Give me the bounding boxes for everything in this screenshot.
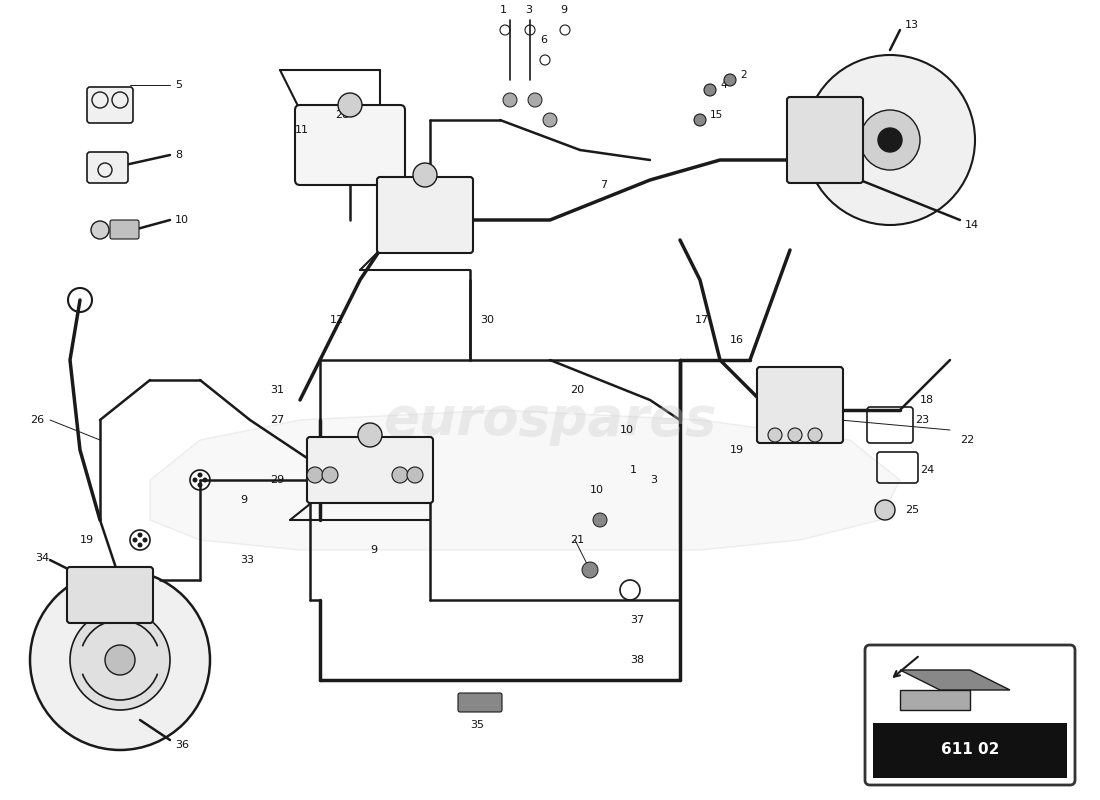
Text: 1: 1: [500, 5, 507, 15]
Text: 12: 12: [330, 315, 344, 325]
Circle shape: [91, 221, 109, 239]
Circle shape: [338, 93, 362, 117]
Circle shape: [694, 114, 706, 126]
Text: 3: 3: [525, 5, 532, 15]
Text: 15: 15: [710, 110, 724, 120]
Circle shape: [30, 570, 210, 750]
Text: 2: 2: [740, 70, 747, 80]
Text: 20: 20: [570, 385, 584, 395]
Circle shape: [860, 110, 920, 170]
Text: 5: 5: [175, 80, 182, 90]
FancyBboxPatch shape: [67, 567, 153, 623]
Text: 22: 22: [960, 435, 975, 445]
Text: 10: 10: [175, 215, 189, 225]
Circle shape: [788, 428, 802, 442]
Text: 17: 17: [695, 315, 710, 325]
Circle shape: [198, 473, 202, 478]
Circle shape: [307, 467, 323, 483]
Text: 26: 26: [30, 415, 44, 425]
Text: 4: 4: [720, 80, 727, 90]
Text: 3: 3: [650, 475, 657, 485]
Text: 10: 10: [620, 425, 634, 435]
Text: 19: 19: [730, 445, 744, 455]
Text: 35: 35: [470, 720, 484, 730]
Circle shape: [104, 645, 135, 675]
Circle shape: [132, 538, 138, 542]
Text: 33: 33: [240, 555, 254, 565]
Text: eurospares: eurospares: [383, 394, 717, 446]
Circle shape: [528, 93, 542, 107]
Text: 31: 31: [270, 385, 284, 395]
FancyBboxPatch shape: [865, 645, 1075, 785]
Circle shape: [878, 128, 902, 152]
Text: 7: 7: [600, 180, 607, 190]
Text: 10: 10: [590, 485, 604, 495]
FancyBboxPatch shape: [377, 177, 473, 253]
Circle shape: [202, 478, 208, 482]
Polygon shape: [150, 410, 900, 550]
Text: 6: 6: [540, 35, 547, 45]
Text: 36: 36: [175, 740, 189, 750]
Text: 611 02: 611 02: [940, 742, 999, 758]
Text: 28: 28: [336, 110, 350, 120]
Circle shape: [724, 74, 736, 86]
Text: 14: 14: [965, 220, 979, 230]
Circle shape: [322, 467, 338, 483]
Circle shape: [768, 428, 782, 442]
Text: 21: 21: [570, 535, 584, 545]
Text: 13: 13: [905, 20, 918, 30]
Text: 8: 8: [175, 150, 183, 160]
Text: 25: 25: [905, 505, 920, 515]
Text: 1: 1: [630, 465, 637, 475]
Circle shape: [874, 500, 895, 520]
Circle shape: [593, 513, 607, 527]
Text: 37: 37: [630, 615, 645, 625]
Text: 9: 9: [560, 5, 568, 15]
Text: 18: 18: [920, 395, 934, 405]
Circle shape: [805, 55, 975, 225]
Circle shape: [143, 538, 147, 542]
Circle shape: [704, 84, 716, 96]
FancyBboxPatch shape: [757, 367, 843, 443]
Circle shape: [192, 478, 198, 482]
Text: 16: 16: [730, 335, 744, 345]
Text: 34: 34: [35, 553, 50, 563]
Text: 9: 9: [240, 495, 248, 505]
Text: 11: 11: [295, 125, 309, 135]
Bar: [873, 655, 1067, 715]
Text: 29: 29: [270, 475, 284, 485]
Circle shape: [392, 467, 408, 483]
Circle shape: [198, 482, 202, 487]
Circle shape: [70, 610, 170, 710]
Text: 32: 32: [480, 695, 494, 705]
Text: 24: 24: [920, 465, 934, 475]
Text: 19: 19: [80, 535, 95, 545]
Circle shape: [582, 562, 598, 578]
Circle shape: [808, 428, 822, 442]
Circle shape: [407, 467, 424, 483]
Circle shape: [503, 93, 517, 107]
Circle shape: [138, 533, 143, 538]
Text: 9: 9: [370, 545, 377, 555]
FancyBboxPatch shape: [110, 220, 139, 239]
Bar: [873, 723, 1067, 778]
Circle shape: [412, 163, 437, 187]
FancyBboxPatch shape: [458, 693, 502, 712]
Circle shape: [138, 542, 143, 547]
Polygon shape: [900, 690, 970, 710]
FancyBboxPatch shape: [87, 152, 128, 183]
FancyBboxPatch shape: [786, 97, 864, 183]
Polygon shape: [900, 670, 1010, 690]
Circle shape: [358, 423, 382, 447]
Text: 23: 23: [915, 415, 930, 425]
Circle shape: [543, 113, 557, 127]
Text: 30: 30: [480, 315, 494, 325]
Text: 38: 38: [630, 655, 645, 665]
FancyBboxPatch shape: [295, 105, 405, 185]
FancyBboxPatch shape: [307, 437, 433, 503]
FancyBboxPatch shape: [87, 87, 133, 123]
Text: 27: 27: [270, 415, 284, 425]
